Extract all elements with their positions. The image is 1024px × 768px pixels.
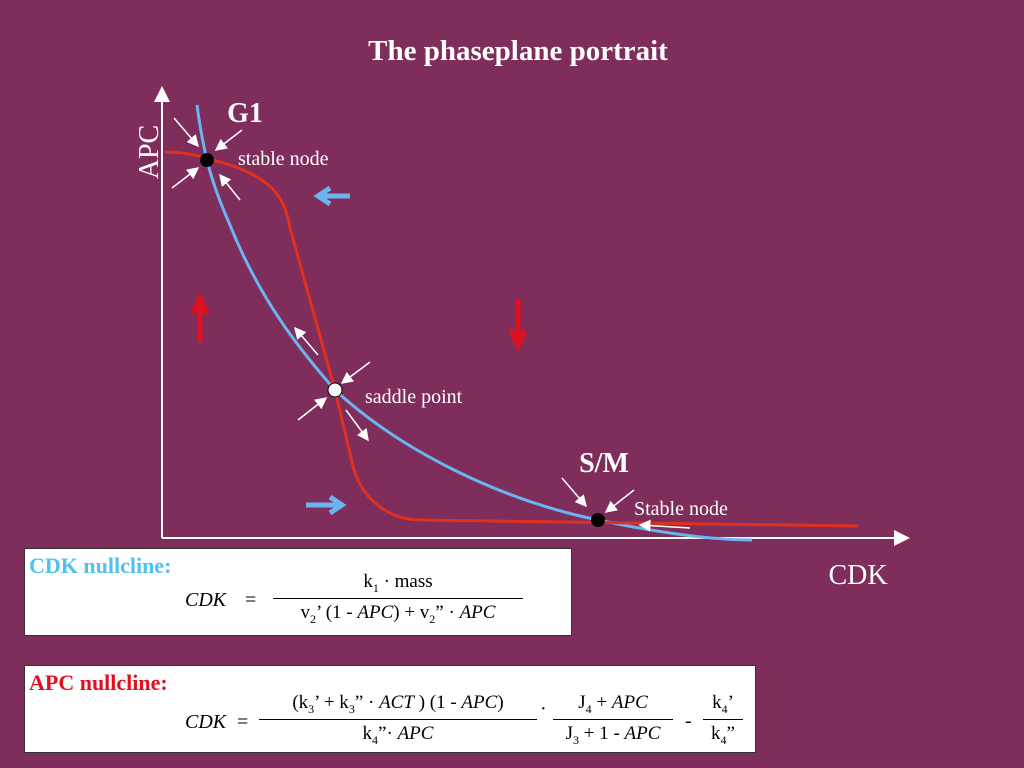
t: 4 [721,701,728,716]
t: APC [357,601,394,623]
shape [345,409,369,442]
t: APC [624,722,661,744]
shape: v2’ (1 - APC) + v2” · APC [273,599,523,627]
fraction: k1 · mass v2’ (1 - APC) + v2” · APC [273,571,523,627]
shape [173,117,199,148]
g1-label: G1 [227,98,263,129]
shape: (k3’ + k3” · ACT ) (1 - APC) [259,692,537,720]
red-arrow [508,300,528,353]
t: APC [397,722,434,744]
shape [638,519,691,532]
sm-label: S/M [579,448,629,479]
t: 4 [372,732,379,747]
t: k [711,722,721,744]
t: APC [461,692,498,713]
t: ’ + k [314,692,349,713]
t: ’ [727,692,734,713]
lhs: CDK [185,589,227,611]
t: + 1 - [578,722,625,744]
shape [297,397,328,421]
heading: APC nullcline: [29,670,168,695]
heading: CDK nullcline: [29,553,172,578]
shape [561,477,587,508]
t: ”· [378,722,398,744]
t: ” [726,722,735,744]
t: ACT [379,692,414,713]
blue-arrow [306,494,347,516]
t: k [362,722,373,744]
t: v [300,601,311,623]
shape: J3 + 1 - APC [553,720,673,748]
eq: = [245,589,257,611]
eq: = [237,711,249,733]
lhs: CDK [185,711,227,733]
apc-nullcline [195,104,753,542]
t: ) + v [393,601,430,623]
t: k [712,692,722,713]
t: 3 [572,732,579,747]
shape [171,167,200,189]
cdk-nullcline [164,150,859,528]
y-label: APC [134,125,165,179]
t: (k [292,692,309,713]
shape [214,129,243,151]
shape [219,173,241,201]
flow-arrows [171,117,691,532]
t: ” · [435,601,460,623]
t: ) [497,692,504,713]
t: ) (1 - [413,692,462,713]
apc-box: APC nullcline: CDK = (k3’ + k3” · ACT ) … [24,665,756,753]
minus: - [685,710,692,732]
t: J [578,692,586,713]
shape: J4 + APC [553,692,673,720]
blue-arrow [313,185,350,207]
t: ’ (1 - [316,601,358,623]
t: + [591,692,612,713]
shape: k4” [703,720,743,748]
t: J [565,722,573,744]
t: 4 [585,701,592,716]
saddle [327,382,343,398]
dot: · [540,698,547,720]
saddle-note: saddle point [365,386,463,408]
t: 3 [348,701,355,716]
t: 2 [429,611,436,626]
t: k [363,571,373,592]
t: · mass [378,571,433,592]
shape: k4’ [703,692,743,720]
x-label: CDK [828,560,887,591]
sm-node [591,513,605,527]
shape: k1 · mass [273,571,523,599]
shape [294,326,319,356]
t: ” · [354,692,380,713]
cdk-box: CDK nullcline: CDK = k1 · mass v2’ (1 - … [24,548,572,636]
t: 1 [372,580,379,595]
t: 3 [308,701,315,716]
sm-note: Stable node [634,498,728,520]
shape [340,361,371,384]
fraction: J4 + APC J3 + 1 - APC [553,692,673,748]
fraction: (k3’ + k3” · ACT ) (1 - APC) k4”· APC [259,692,537,748]
title: The phaseplane portrait [368,35,668,67]
t: 4 [720,732,727,747]
shape [604,489,635,513]
g1-node [200,153,214,167]
t: 2 [310,611,317,626]
t: APC [611,692,648,713]
g1-note: stable node [238,148,329,170]
fraction: k4’ k4” [703,692,743,748]
shape: k4”· APC [259,720,537,748]
red-arrow [190,291,210,342]
t: APC [459,601,496,623]
